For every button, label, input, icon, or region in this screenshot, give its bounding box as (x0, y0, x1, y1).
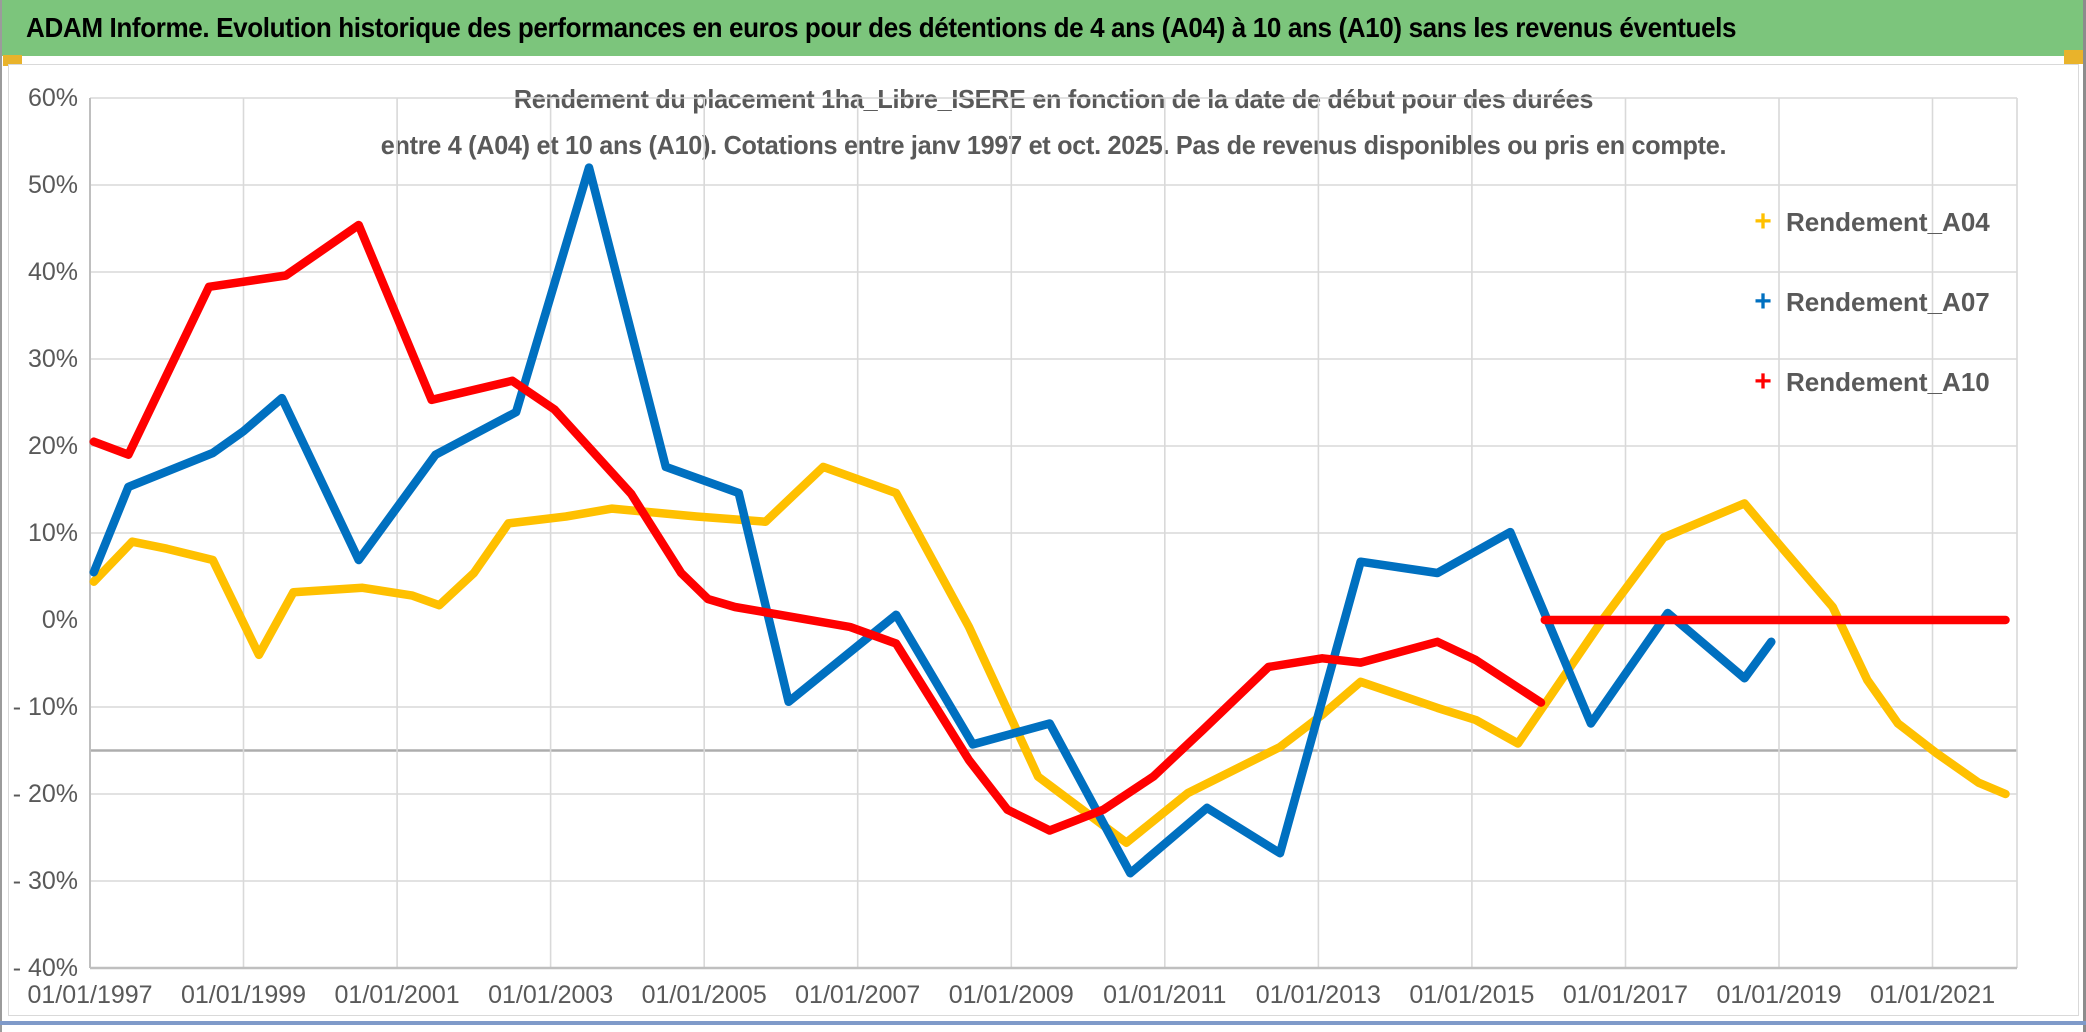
legend-item-a07: + Rendement_A07 (1748, 284, 1990, 320)
bottom-accent-strip (0, 1021, 2086, 1025)
x-tick-label: 01/01/2005 (641, 981, 767, 1009)
y-tick-label: - 30% (12, 867, 78, 895)
y-tick-label: 20% (27, 432, 78, 460)
chart-legend: + Rendement_A04 + Rendement_A07 + Rendem… (1748, 204, 1990, 444)
x-tick-label: 01/01/2019 (1716, 981, 1842, 1009)
x-tick-label: 01/01/2009 (948, 981, 1074, 1009)
x-tick-label: 01/01/1997 (27, 981, 153, 1009)
y-tick-label: 50% (27, 171, 78, 199)
x-tick-label: 01/01/2001 (334, 981, 460, 1009)
plus-marker-icon: + (1754, 205, 1772, 238)
series-rendement_a04-line (89, 462, 2010, 847)
x-tick-label: 01/01/1999 (180, 981, 307, 1009)
x-tick-label: 01/01/2007 (795, 981, 921, 1009)
x-tick-label: 01/01/2013 (1255, 981, 1381, 1009)
plus-marker-icon: + (1754, 285, 1772, 318)
page-title: ADAM Informe. Evolution historique des p… (26, 12, 1737, 43)
legend-label: Rendement_A07 (1786, 286, 1990, 317)
page-edge-left (0, 0, 2, 1032)
y-tick-label: 60% (27, 84, 78, 112)
series-rendement_a10-line (89, 220, 1546, 835)
legend-item-a10: + Rendement_A10 (1748, 364, 1990, 400)
legend-item-a04: + Rendement_A04 (1748, 204, 1990, 240)
x-tick-label: 01/01/2017 (1562, 981, 1689, 1009)
chart-title-line1: Rendement du placement 1ha_Libre_ISERE e… (513, 84, 1594, 114)
x-tick-label: 01/01/2015 (1409, 981, 1535, 1009)
y-tick-label: - 10% (12, 693, 78, 721)
chart-title-line2: entre 4 (A04) et 10 ans (A10). Cotations… (380, 130, 1727, 160)
legend-label: Rendement_A10 (1786, 366, 1990, 397)
y-tick-label: 0% (41, 606, 78, 634)
corner-accent-left (3, 55, 22, 66)
y-tick-label: 40% (27, 258, 78, 286)
y-tick-label: - 20% (12, 780, 78, 808)
corner-accent-right (2064, 50, 2083, 64)
legend-label: Rendement_A04 (1786, 206, 1990, 237)
series-rendement_a07-line (89, 163, 1776, 878)
y-tick-label: - 40% (12, 954, 78, 982)
y-tick-label: 30% (27, 345, 78, 373)
x-tick-label: 01/01/2011 (1103, 981, 1227, 1009)
x-tick-label: 01/01/2021 (1869, 981, 1996, 1009)
y-tick-label: 10% (27, 519, 78, 547)
x-tick-label: 01/01/2003 (488, 981, 614, 1009)
page-edge-right (2083, 0, 2086, 1032)
page-header: ADAM Informe. Evolution historique des p… (0, 0, 2086, 56)
plus-marker-icon: + (1754, 365, 1772, 398)
